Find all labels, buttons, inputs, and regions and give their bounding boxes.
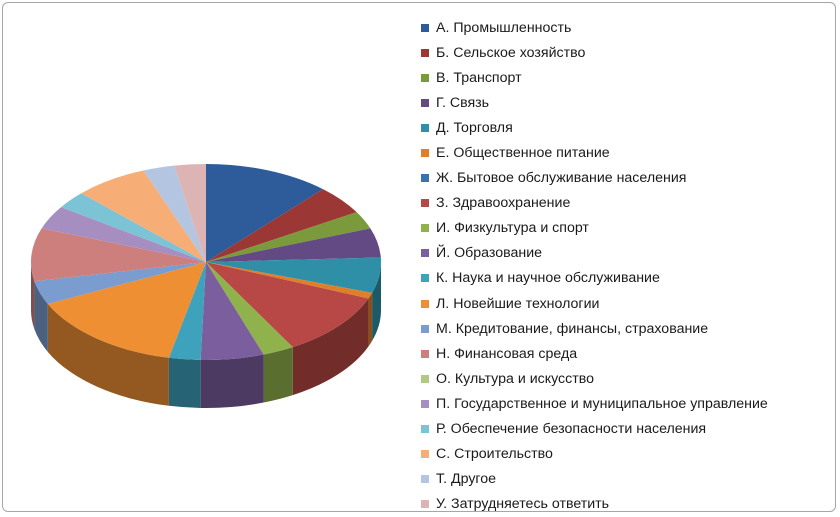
legend-label: Т. Другое — [436, 471, 497, 488]
pie-slice-side — [200, 354, 264, 408]
pie-slice — [206, 164, 323, 262]
pie-slice — [61, 193, 207, 262]
legend-label: А. Промышленность — [436, 19, 572, 36]
legend-swatch — [421, 224, 429, 233]
pie-slice-side — [47, 303, 169, 406]
legend-item: А. Промышленность — [421, 15, 768, 40]
legend-item: Л. Новейшие технологии — [421, 291, 768, 316]
legend-label: Б. Сельское хозяйство — [436, 44, 586, 61]
legend-item: Е. Общественное питание — [421, 140, 768, 165]
legend-item: В. Транспорт — [421, 65, 768, 90]
pie-slice-side — [34, 281, 48, 352]
legend-swatch — [421, 299, 429, 308]
pie-slice — [206, 228, 381, 262]
legend-item: М. Кредитование, финансы, страхование — [421, 316, 768, 341]
legend-item: П. Государственное и муниципальное управ… — [421, 391, 768, 416]
legend-item: И. Физкультура и спорт — [421, 216, 768, 241]
legend-label: Р. Обеспечение безопасности населения — [436, 421, 707, 438]
pie-slice-side — [168, 357, 201, 408]
legend-swatch — [421, 98, 429, 107]
legend-swatch — [421, 199, 429, 208]
legend-label: В. Транспорт — [436, 69, 522, 86]
legend-item: Т. Другое — [421, 467, 768, 492]
legend-item: О. Культура и искусство — [421, 366, 768, 391]
legend-swatch — [421, 425, 429, 434]
legend-item: Д. Торговля — [421, 115, 768, 140]
legend-label: Л. Новейшие технологии — [436, 295, 600, 312]
legend-item: Г. Связь — [421, 90, 768, 115]
legend-item: Р. Обеспечение безопасности населения — [421, 417, 768, 442]
legend-item: З. Здравоохранение — [421, 191, 768, 216]
legend-label: Й. Образование — [436, 245, 543, 262]
pie-slice — [34, 262, 206, 304]
legend-label: О. Культура и искусство — [436, 370, 594, 387]
legend-swatch — [421, 324, 429, 333]
pie-slice — [206, 212, 371, 262]
chart-area: А. Промышленность Б. Сельское хозяйство В.… — [2, 2, 836, 512]
legend-swatch — [421, 73, 429, 82]
legend-label: С. Строительство — [436, 446, 553, 463]
legend-item: Ж. Бытовое обслуживание населения — [421, 166, 768, 191]
legend-swatch — [421, 149, 429, 158]
legend-label: К. Наука и научное обслуживание — [436, 270, 660, 287]
pie-slice — [47, 262, 206, 358]
pie-slice-side — [368, 292, 373, 347]
legend: А. Промышленность Б. Сельское хозяйство В.… — [421, 15, 768, 517]
legend-item: Й. Образование — [421, 241, 768, 266]
legend-label: Е. Общественное питание — [436, 145, 610, 162]
legend-item: Н. Финансовая среда — [421, 341, 768, 366]
pie-slice — [206, 189, 357, 262]
pie-slice-side — [372, 262, 381, 341]
pie-slice-side — [292, 298, 369, 396]
pie-slice — [168, 262, 206, 360]
legend-swatch — [421, 274, 429, 283]
pie-slice — [81, 170, 206, 262]
pie-slice — [206, 262, 293, 355]
pie-slice — [41, 207, 206, 262]
legend-label: М. Кредитование, финансы, страхование — [436, 320, 709, 337]
legend-item: У. Затрудняетесь ответить — [421, 492, 768, 517]
pie-slice — [31, 228, 207, 282]
pie-slice — [206, 262, 373, 299]
legend-swatch — [421, 500, 429, 509]
legend-label: У. Затрудняетесь ответить — [436, 496, 610, 513]
legend-item: К. Наука и научное обслуживание — [421, 266, 768, 291]
pie-slice — [206, 257, 381, 293]
legend-swatch — [421, 23, 429, 32]
legend-item: С. Строительство — [421, 442, 768, 467]
legend-swatch — [421, 349, 429, 358]
pie-slice — [206, 262, 369, 348]
legend-swatch — [421, 48, 429, 57]
legend-label: З. Здравоохранение — [436, 195, 571, 212]
pie-slice-side — [263, 347, 293, 403]
legend-label: П. Государственное и муниципальное управ… — [436, 395, 768, 412]
legend-label: Н. Финансовая среда — [436, 345, 578, 362]
legend-label: Г. Связь — [436, 94, 490, 111]
legend-swatch — [421, 174, 429, 183]
legend-swatch — [421, 123, 429, 132]
legend-item: Б. Сельское хозяйство — [421, 40, 768, 65]
legend-swatch — [421, 450, 429, 459]
pie-slice — [200, 262, 264, 360]
pie-chart — [31, 164, 381, 408]
legend-swatch — [421, 374, 429, 383]
legend-label: И. Физкультура и спорт — [436, 220, 589, 237]
legend-label: Д. Торговля — [436, 119, 513, 136]
pie-slice — [143, 165, 206, 262]
legend-swatch — [421, 399, 429, 408]
pie-slice-side — [31, 262, 35, 330]
legend-label: Ж. Бытовое обслуживание населения — [436, 170, 687, 187]
legend-swatch — [421, 249, 429, 258]
legend-swatch — [421, 475, 429, 484]
pie-slice — [174, 164, 206, 262]
